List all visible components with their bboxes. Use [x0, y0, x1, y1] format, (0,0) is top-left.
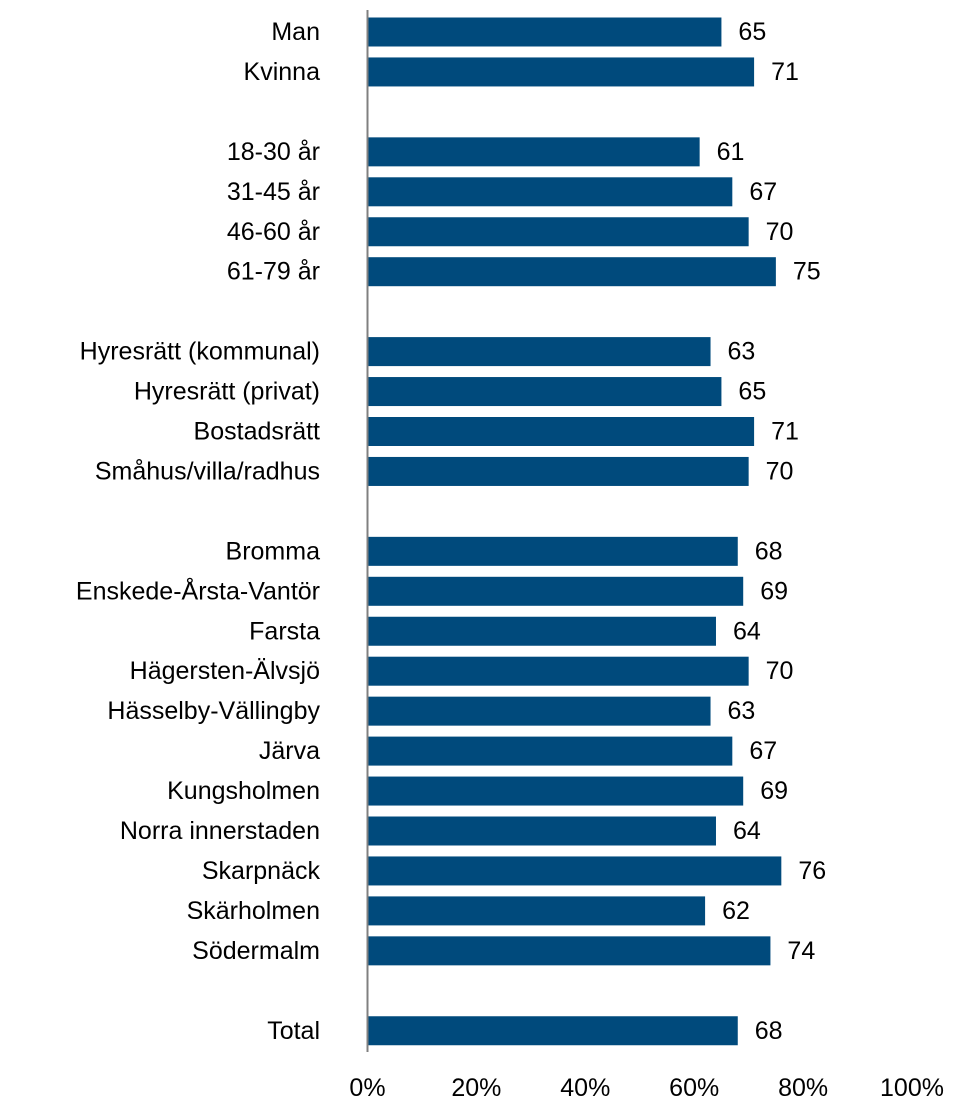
- bar: [367, 736, 733, 766]
- category-label: Enskede-Årsta-Vantör: [76, 575, 320, 605]
- bar: [367, 456, 749, 486]
- value-labels: 6571616770756365717068696470636769647662…: [717, 18, 826, 1045]
- category-label: Total: [267, 1017, 320, 1045]
- category-label: 18-30 år: [227, 138, 320, 166]
- data-label: 76: [798, 857, 826, 885]
- bar: [367, 816, 716, 846]
- category-label: Kvinna: [244, 58, 321, 86]
- category-label: Hägersten-Älvsjö: [130, 657, 320, 685]
- category-label: Farsta: [249, 617, 320, 645]
- x-tick-label: 80%: [778, 1074, 828, 1100]
- bar: [367, 137, 700, 167]
- data-label: 70: [766, 457, 794, 485]
- bar: [367, 217, 749, 247]
- x-tick-label: 40%: [560, 1074, 610, 1100]
- bars-layer: [367, 17, 782, 1046]
- bar: [367, 1016, 738, 1046]
- data-label: 64: [733, 817, 761, 845]
- x-tick-label: 60%: [669, 1074, 719, 1100]
- category-label: Hyresrätt (privat): [134, 378, 320, 406]
- data-label: 75: [793, 258, 821, 286]
- category-labels: Man Kvinna 18-30 år 31-45 år 46-60 år 61-79 å…: [76, 18, 321, 1045]
- data-label: 62: [722, 897, 750, 925]
- category-label: Man: [271, 18, 320, 46]
- category-label: Skarpnäck: [202, 857, 321, 885]
- bar: [367, 177, 733, 207]
- category-label: Norra innerstaden: [120, 817, 320, 845]
- data-label: 64: [733, 617, 761, 645]
- category-label: Hyresrätt (kommunal): [80, 338, 320, 366]
- bar: [367, 536, 738, 566]
- data-label: 69: [760, 777, 788, 805]
- bar: [367, 337, 711, 367]
- category-label: Bostadsrätt: [194, 418, 321, 446]
- category-label: 61-79 år: [227, 258, 320, 286]
- bar: [367, 57, 755, 87]
- x-tick-label: 20%: [451, 1074, 501, 1100]
- data-label: 67: [749, 737, 777, 765]
- category-label: Södermalm: [192, 937, 320, 965]
- bar: [367, 856, 782, 886]
- data-label: 65: [738, 378, 766, 406]
- bar: [367, 656, 749, 686]
- category-label: Järva: [259, 737, 320, 765]
- x-axis-tick-labels: 0% 20% 40% 60% 80% 100%: [349, 1074, 944, 1102]
- bar: [367, 17, 722, 47]
- category-label: 46-60 år: [227, 218, 320, 246]
- bar: [367, 616, 716, 646]
- bar: [367, 576, 744, 606]
- data-label: 69: [760, 577, 788, 605]
- x-tick-label: 100%: [880, 1074, 944, 1100]
- data-label: 71: [771, 418, 799, 446]
- bar: [367, 377, 722, 407]
- data-label: 68: [755, 1017, 783, 1045]
- category-label: Hässelby-Vällingby: [107, 697, 320, 725]
- data-label: 70: [766, 218, 794, 246]
- bar: [367, 936, 771, 966]
- category-label: Bromma: [226, 537, 321, 565]
- category-label: Skärholmen: [187, 897, 320, 925]
- data-label: 68: [755, 537, 783, 565]
- x-tick-label: 0%: [349, 1074, 385, 1100]
- category-label: Småhus/villa/radhus: [95, 457, 320, 485]
- bar: [367, 696, 711, 726]
- data-label: 74: [787, 937, 815, 965]
- data-label: 65: [738, 18, 766, 46]
- bar: [367, 896, 706, 926]
- category-label: 31-45 år: [227, 178, 320, 206]
- bar: [367, 257, 776, 287]
- data-label: 63: [728, 697, 756, 725]
- bar: [367, 417, 755, 446]
- bar: [367, 776, 744, 806]
- data-label: 71: [771, 58, 799, 86]
- data-label: 63: [728, 338, 756, 366]
- category-label: Kungsholmen: [167, 777, 320, 805]
- data-label: 61: [717, 138, 745, 166]
- data-label: 70: [766, 657, 794, 685]
- data-label: 67: [749, 178, 777, 206]
